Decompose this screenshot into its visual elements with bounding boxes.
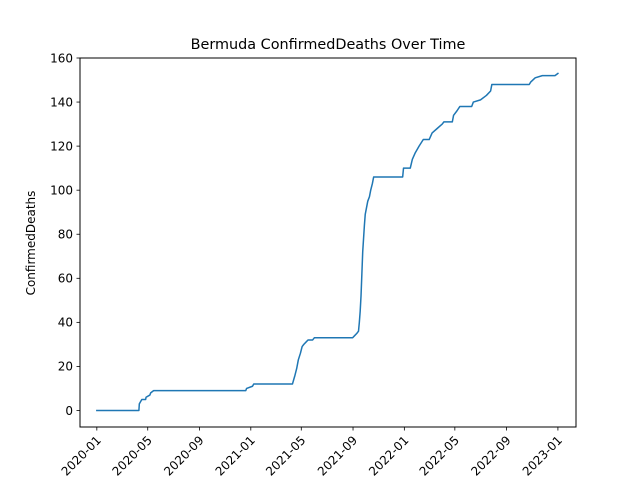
y-tick-label: 140 (50, 95, 73, 109)
plot-area-frame (79, 57, 577, 428)
y-tick-label: 120 (50, 139, 73, 153)
y-axis-ticks: 0 20 40 60 80 100 120 140 160 (50, 51, 80, 418)
series-line (96, 72, 559, 412)
y-tick-label: 20 (58, 360, 73, 374)
y-tick-label: 160 (50, 51, 73, 65)
y-tick-label: 100 (50, 183, 73, 197)
series-group (96, 72, 559, 412)
y-tick-label: 40 (58, 316, 73, 330)
y-axis-label: ConfirmedDeaths (24, 191, 38, 296)
chart-title: Bermuda ConfirmedDeaths Over Time (191, 37, 466, 53)
y-tick-label: 0 (65, 404, 73, 418)
y-tick-label: 60 (58, 272, 73, 286)
y-tick-label: 80 (58, 228, 73, 242)
